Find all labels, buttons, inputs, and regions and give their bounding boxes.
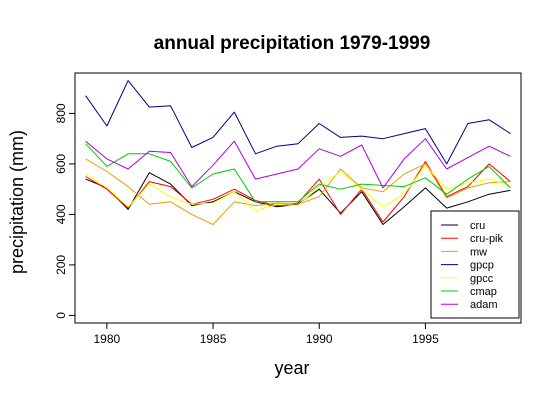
series-lines bbox=[85, 80, 511, 225]
x-tick-label: 1990 bbox=[306, 332, 333, 346]
legend-label-mw: mw bbox=[470, 246, 487, 258]
series-line-cmap bbox=[85, 143, 511, 203]
x-tick-label: 1980 bbox=[94, 332, 121, 346]
x-tick-label: 1995 bbox=[412, 332, 439, 346]
y-tick-label: 800 bbox=[54, 103, 68, 123]
legend-label-adam: adam bbox=[470, 299, 498, 311]
y-tick-label: 0 bbox=[54, 312, 68, 319]
y-tick-label: 400 bbox=[54, 204, 68, 224]
legend-label-cru-pik: cru-pik bbox=[470, 233, 504, 245]
chart-title: annual precipitation 1979-1999 bbox=[154, 33, 431, 54]
legend-label-gpcp: gpcp bbox=[470, 260, 494, 272]
y-tick-label: 600 bbox=[54, 154, 68, 174]
x-axis: 1980 1985 1990 1995 bbox=[94, 323, 439, 346]
y-axis-title: precipitation (mm) bbox=[7, 130, 27, 274]
series-line-gpcc bbox=[85, 164, 511, 212]
plot-frame bbox=[74, 72, 522, 324]
series-line-gpcp bbox=[85, 80, 511, 165]
series-line-adam bbox=[85, 138, 511, 189]
series-line-cru-pik bbox=[85, 160, 511, 223]
x-tick-label: 1985 bbox=[200, 332, 227, 346]
y-axis: 0 200 400 600 800 bbox=[54, 103, 75, 319]
legend-label-gpcc: gpcc bbox=[470, 273, 494, 285]
y-tick-label: 200 bbox=[54, 255, 68, 275]
x-axis-title: year bbox=[274, 358, 309, 378]
legend-label-cru: cru bbox=[470, 220, 485, 232]
series-line-mw bbox=[85, 158, 511, 225]
legend-label-cmap: cmap bbox=[470, 286, 497, 298]
